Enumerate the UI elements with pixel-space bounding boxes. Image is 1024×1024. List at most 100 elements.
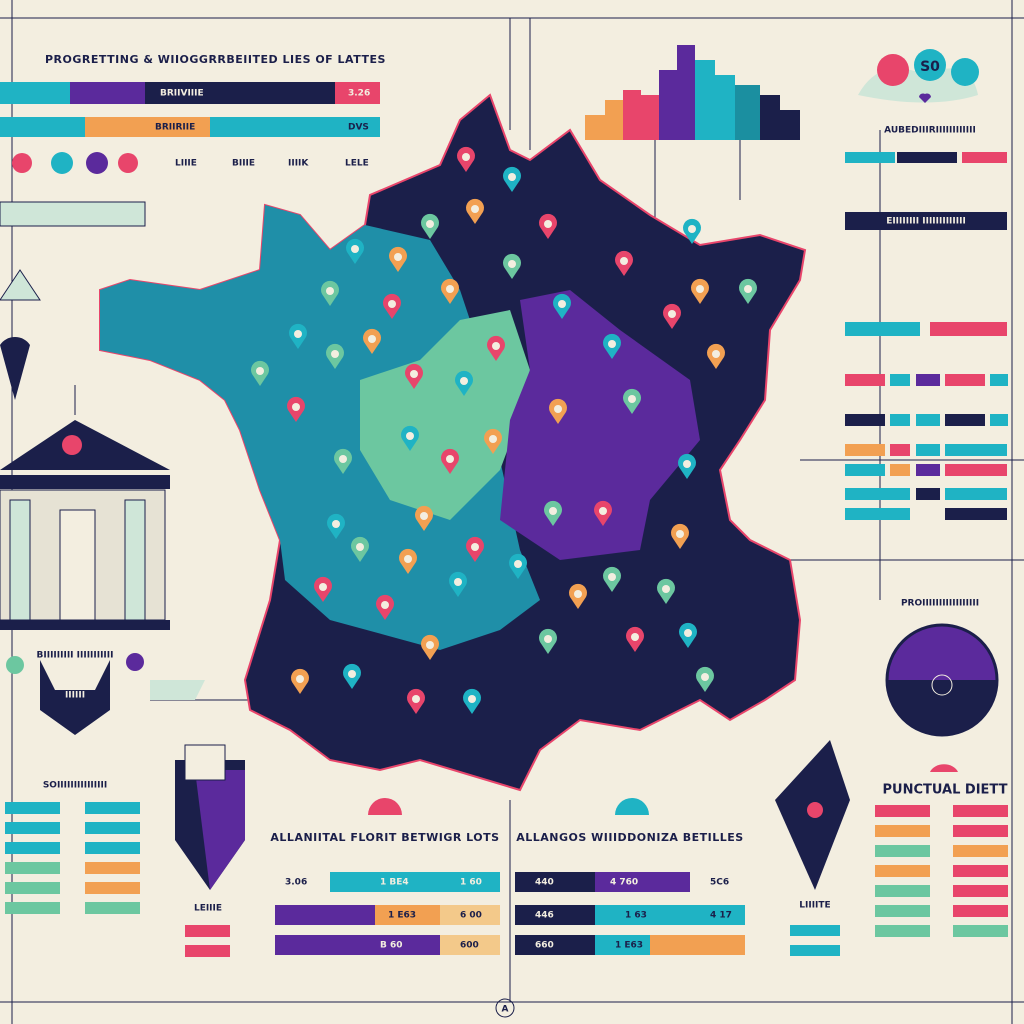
badge xyxy=(858,49,979,103)
map-pin-dot xyxy=(712,350,720,358)
bar-label: BRIIVIIIE xyxy=(160,89,204,99)
map-pin-dot xyxy=(471,543,479,551)
cell: 3.06 xyxy=(285,878,307,888)
map-pin-dot xyxy=(544,220,552,228)
decor-bars xyxy=(585,45,800,140)
map-pin-dot xyxy=(696,285,704,293)
subheading: EIIIIIIII IIIIIIIIIIIII xyxy=(886,217,966,227)
center-left-bars xyxy=(275,872,500,955)
cell: 1 63 xyxy=(625,911,647,921)
map-pin-dot xyxy=(410,370,418,378)
map-pin-dot xyxy=(388,300,396,308)
map-pin-dot xyxy=(292,403,300,411)
map-pin-dot xyxy=(294,330,302,338)
map-pin-dot xyxy=(412,695,420,703)
footer-label: LEIIIE xyxy=(194,904,222,914)
map-pin-dot xyxy=(404,555,412,563)
map-pin-dot xyxy=(662,585,670,593)
map-pin-dot xyxy=(468,695,476,703)
map-pin-dot xyxy=(549,507,557,515)
legend-dots xyxy=(12,152,138,174)
footer-mark: A xyxy=(502,1005,509,1015)
map-pin-dot xyxy=(319,583,327,591)
bar-label: BRIIRIIE xyxy=(155,123,195,133)
map-pin-dot xyxy=(631,633,639,641)
map-pin-dot xyxy=(356,543,364,551)
map-pin-dot xyxy=(326,287,334,295)
legend-label: LELE xyxy=(345,159,369,169)
legend-label: BIIIE xyxy=(232,159,255,169)
legend-label: IIIIK xyxy=(288,159,309,169)
map-pin-dot xyxy=(514,560,522,568)
footer-label: LIIIITE xyxy=(799,901,830,911)
cell: 1 E63 xyxy=(388,911,416,921)
cell: B 60 xyxy=(380,941,403,951)
map-pin-dot xyxy=(332,520,340,528)
map-pin-dot xyxy=(574,590,582,598)
map-pin-dot xyxy=(688,225,696,233)
map-pin-dot xyxy=(426,641,434,649)
plate: IIIIII xyxy=(65,691,85,701)
map-pin-dot xyxy=(351,245,359,253)
cell: 4 760 xyxy=(610,878,638,888)
map-pin-dot xyxy=(508,260,516,268)
legend-label: LIIIE xyxy=(175,159,197,169)
map-pin-dot xyxy=(668,310,676,318)
map-pin-dot xyxy=(684,629,692,637)
pie-heading: PROIIIIIIIIIIIIIIIII xyxy=(901,599,979,609)
map-pin-dot xyxy=(544,635,552,643)
footer-badge xyxy=(495,998,515,1018)
cell: 5C6 xyxy=(710,878,729,888)
bar-value: DVS xyxy=(348,123,369,133)
tab xyxy=(615,798,649,815)
cell: 1 E63 xyxy=(615,941,643,951)
map-pin-dot xyxy=(446,285,454,293)
map-pin-dot xyxy=(454,578,462,586)
heading: AUBEDIIIRIIIIIIIIIIII xyxy=(884,126,976,136)
map-pin-dot xyxy=(683,460,691,468)
map-pin-dot xyxy=(256,367,264,375)
map-pin-dot xyxy=(628,395,636,403)
right-rows xyxy=(845,152,1008,520)
cell: 600 xyxy=(460,941,479,951)
cell: 6 00 xyxy=(460,911,482,921)
map-pin-dot xyxy=(394,253,402,261)
map-pin-dot xyxy=(608,340,616,348)
map-pin-dot xyxy=(620,257,628,265)
map-pin-dot xyxy=(489,435,497,443)
map-pin-dot xyxy=(558,300,566,308)
cell: 4 17 xyxy=(710,911,732,921)
map-pin-dot xyxy=(508,173,516,181)
top-bars xyxy=(0,82,380,137)
tab xyxy=(368,798,402,815)
map-pin-dot xyxy=(676,530,684,538)
map-pin-dot xyxy=(406,432,414,440)
map-pin-dot xyxy=(471,205,479,213)
cell: 1 BE4 xyxy=(380,878,409,888)
map-pin-dot xyxy=(599,507,607,515)
section-heading: SOIIIIIIIIIIIIIII xyxy=(43,781,107,791)
map-pin-dot xyxy=(744,285,752,293)
map-pin-dot xyxy=(339,455,347,463)
map-pin-dot xyxy=(446,455,454,463)
right-table xyxy=(875,805,1008,937)
map-pin-dot xyxy=(460,377,468,385)
map-pin-dot xyxy=(462,153,470,161)
map-pin-dot xyxy=(701,673,709,681)
left-table xyxy=(5,744,245,957)
map-pin-dot xyxy=(426,220,434,228)
panel-title: PUNCTUAL DIETT xyxy=(883,783,1008,798)
map-pin-dot xyxy=(492,342,500,350)
panel-title: ALLANGOS WIIIDDONIZA BETILLES xyxy=(516,831,743,844)
pins xyxy=(251,146,757,714)
bar-value: 3.26 xyxy=(348,89,370,99)
map-pin-dot xyxy=(368,335,376,343)
cell: 446 xyxy=(535,911,554,921)
map-pin-dot xyxy=(296,675,304,683)
title: PROGRETTING & WIIOGGRRBEIITED LIES OF LA… xyxy=(45,53,386,66)
map-pin-dot xyxy=(331,350,339,358)
panel-title: ALLANIITAL FLORIT BETWIGR LOTS xyxy=(270,831,499,844)
building xyxy=(0,269,205,735)
strip xyxy=(0,201,146,227)
